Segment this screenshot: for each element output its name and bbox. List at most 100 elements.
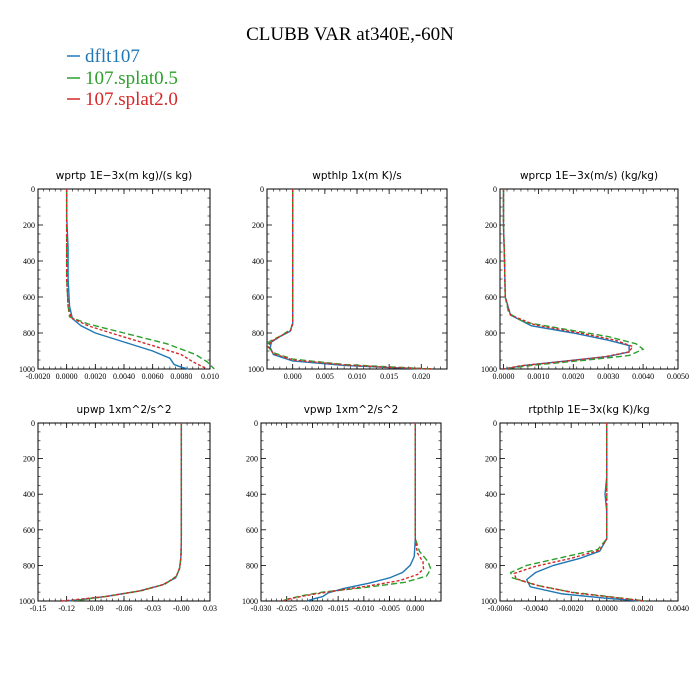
series-line-107-splat2-0: [281, 423, 425, 602]
plot-frame: [260, 422, 442, 602]
series-line-dflt107: [307, 423, 416, 602]
series-line-dflt107: [502, 189, 630, 370]
series-line-dflt107: [65, 189, 189, 370]
panel-title: rtpthlp 1E−3x(kg K)/kg: [528, 404, 649, 416]
x-tick-label: 0.0000: [596, 604, 618, 613]
y-tick-label: 200: [252, 221, 264, 230]
legend-label: 107.splat0.5: [85, 68, 178, 89]
plot-frame: [37, 422, 211, 602]
legend-label: dflt107: [85, 46, 140, 67]
series-line-107-splat0-5: [65, 189, 215, 370]
plot-frame: [499, 422, 679, 602]
panels: wprtp 1E−3x(m kg)/(s kg)-0.0020 0.0000 0.0…: [19, 170, 689, 613]
x-tick-label: 0.0050: [667, 372, 689, 381]
panel-title: wprtp 1E−3x(m kg)/(s kg): [56, 170, 193, 182]
y-tick-label: 0: [31, 419, 35, 428]
x-tick-label: -0.020: [302, 604, 323, 613]
panel-upwp: upwp 1xm^2/s^2 -0.15 -0.12 -0.09 -0.06 -0.03 -…: [19, 404, 217, 613]
legend-item-splat2-0: 107.splat2.0: [67, 89, 178, 110]
y-tick-label: 600: [23, 526, 35, 535]
x-tick-label: 0.000: [406, 604, 424, 613]
y-tick-label: 600: [23, 293, 35, 302]
x-tick-label: -0.0040: [523, 604, 548, 613]
x-tick-label: 0.0000: [56, 372, 78, 381]
y-tick-label: 800: [23, 561, 35, 570]
y-tick-label: 600: [485, 293, 497, 302]
x-tick-label: 0.03: [203, 604, 217, 613]
series-line-dflt107: [66, 423, 183, 602]
y-tick-label: 600: [246, 526, 258, 535]
x-tick-label: 0.000: [284, 372, 302, 381]
y-tick-label: 400: [246, 490, 258, 499]
x-tick-label: -0.030: [251, 604, 272, 613]
series-line-107-splat0-5: [509, 423, 647, 602]
y-tick-label: 0: [493, 419, 497, 428]
x-tick-label: -0.12: [58, 604, 75, 613]
y-tick-label: 400: [485, 490, 497, 499]
y-tick-label: 0: [260, 185, 264, 194]
x-tick-label: -0.015: [328, 604, 349, 613]
panel-title: wprcp 1E−3x(m/s) (kg/kg): [520, 170, 658, 182]
x-tick-label: -0.0020: [559, 604, 584, 613]
x-tick-label: -0.0020: [26, 372, 51, 381]
y-tick-label: 400: [485, 257, 497, 266]
x-tick-label: -0.09: [87, 604, 104, 613]
x-tick-label: 0.010: [348, 372, 366, 381]
panel-wprtp: wprtp 1E−3x(m kg)/(s kg) -0.0020 0.0000 0.0…: [19, 170, 219, 381]
y-tick-label: 200: [246, 455, 258, 464]
x-tick-label: -0.0060: [488, 604, 513, 613]
legend: dflt107 107.splat0.5 107.splat2.0: [67, 46, 178, 110]
series-line-107-splat2-0: [513, 423, 645, 602]
legend-label: 107.splat2.0: [85, 89, 178, 110]
panel-wprcp: wprcp 1E−3x(m/s) (kg/kg) 0.0000 0.0010 0.00…: [481, 170, 689, 381]
plot-frame: [499, 188, 679, 370]
panel-title: upwp 1xm^2/s^2: [77, 404, 172, 416]
panel-title: vpwp 1xm^2/s^2: [304, 404, 399, 416]
y-tick-label: 1000: [481, 597, 497, 606]
figure-title: CLUBB VAR at340E,-60N: [246, 24, 454, 45]
y-tick-label: 0: [254, 419, 258, 428]
y-tick-label: 600: [252, 293, 264, 302]
y-tick-label: 400: [252, 257, 264, 266]
x-tick-label: 0.005: [316, 372, 334, 381]
y-tick-label: 400: [23, 257, 35, 266]
y-tick-label: 600: [485, 526, 497, 535]
x-tick-label: 0.0020: [84, 372, 106, 381]
series-line-107-splat0-5: [502, 189, 645, 370]
series-line-dflt107: [269, 189, 428, 370]
legend-item-dflt107: dflt107: [67, 46, 140, 67]
y-tick-label: 1000: [19, 365, 35, 374]
x-tick-label: 0.020: [412, 372, 430, 381]
y-tick-label: 1000: [242, 597, 258, 606]
y-tick-label: 200: [485, 221, 497, 230]
y-tick-label: 1000: [481, 365, 497, 374]
x-tick-label: -0.010: [354, 604, 375, 613]
y-tick-label: 200: [23, 455, 35, 464]
y-tick-label: 800: [246, 561, 258, 570]
x-tick-label: 0.0060: [142, 372, 164, 381]
series-line-107-splat2-0: [502, 189, 634, 370]
x-tick-label: 0.0040: [667, 604, 689, 613]
y-tick-label: 800: [252, 329, 264, 338]
y-tick-label: 800: [23, 329, 35, 338]
series-line-107-splat0-5: [283, 423, 432, 602]
y-tick-label: 800: [485, 561, 497, 570]
x-tick-label: 0.015: [380, 372, 398, 381]
y-tick-label: 200: [485, 455, 497, 464]
y-tick-label: 0: [493, 185, 497, 194]
x-tick-label: 0.0000: [492, 372, 514, 381]
x-tick-label: -0.06: [116, 604, 133, 613]
x-tick-label: -0.005: [379, 604, 400, 613]
panel-wpthlp: wpthlp 1x(m K)/s 0.000 0.005 0.010 0.015 0.02…: [248, 170, 448, 381]
x-tick-label: 0.0040: [113, 372, 135, 381]
x-tick-label: 0.0030: [597, 372, 619, 381]
x-tick-label: 0.010: [201, 372, 219, 381]
x-tick-label: 0.0020: [631, 604, 653, 613]
x-tick-label: 0.0040: [632, 372, 654, 381]
y-tick-label: 200: [23, 221, 35, 230]
y-tick-label: 0: [31, 185, 35, 194]
x-tick-label: -0.03: [144, 604, 161, 613]
legend-item-splat0-5: 107.splat0.5: [67, 68, 178, 89]
y-tick-label: 800: [485, 329, 497, 338]
